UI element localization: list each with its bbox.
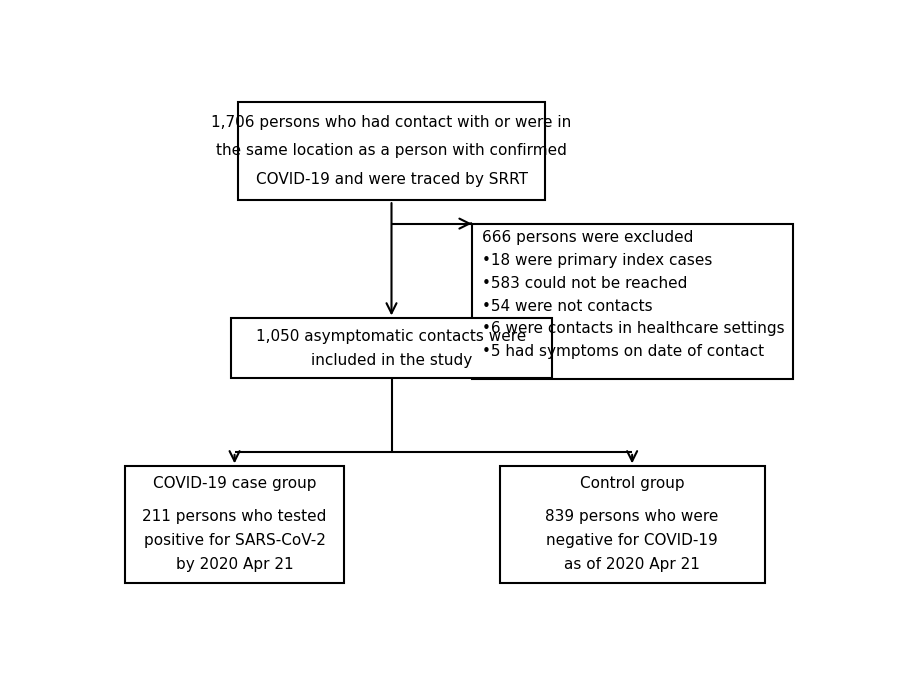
Text: positive for SARS-CoV-2: positive for SARS-CoV-2 [144,533,326,548]
Bar [238,102,545,200]
Text: negative for COVID-19: negative for COVID-19 [546,533,718,548]
Text: •54 were not contacts: •54 were not contacts [482,299,652,313]
Bar [231,318,552,378]
Text: COVID-19 and were traced by SRRT: COVID-19 and were traced by SRRT [256,172,527,187]
Text: •6 were contacts in healthcare settings: •6 were contacts in healthcare settings [482,321,785,336]
Text: the same location as a person with confirmed: the same location as a person with confi… [216,144,567,158]
Bar [500,466,765,583]
Text: by 2020 Apr 21: by 2020 Apr 21 [176,557,293,572]
Text: •18 were primary index cases: •18 were primary index cases [482,253,713,268]
Text: 839 persons who were: 839 persons who were [545,509,719,524]
Text: 1,050 asymptomatic contacts were: 1,050 asymptomatic contacts were [256,329,526,344]
Text: 1,706 persons who had contact with or were in: 1,706 persons who had contact with or we… [212,115,572,130]
Text: 211 persons who tested: 211 persons who tested [142,509,327,524]
Text: •583 could not be reached: •583 could not be reached [482,276,688,290]
Text: Control group: Control group [580,476,685,491]
Text: •5 had symptoms on date of contact: •5 had symptoms on date of contact [482,344,764,359]
Text: COVID-19 case group: COVID-19 case group [153,476,316,491]
Bar [472,224,793,379]
Bar [125,466,345,583]
Text: as of 2020 Apr 21: as of 2020 Apr 21 [564,557,700,572]
Text: included in the study: included in the study [310,353,473,367]
Text: 666 persons were excluded: 666 persons were excluded [482,230,694,245]
